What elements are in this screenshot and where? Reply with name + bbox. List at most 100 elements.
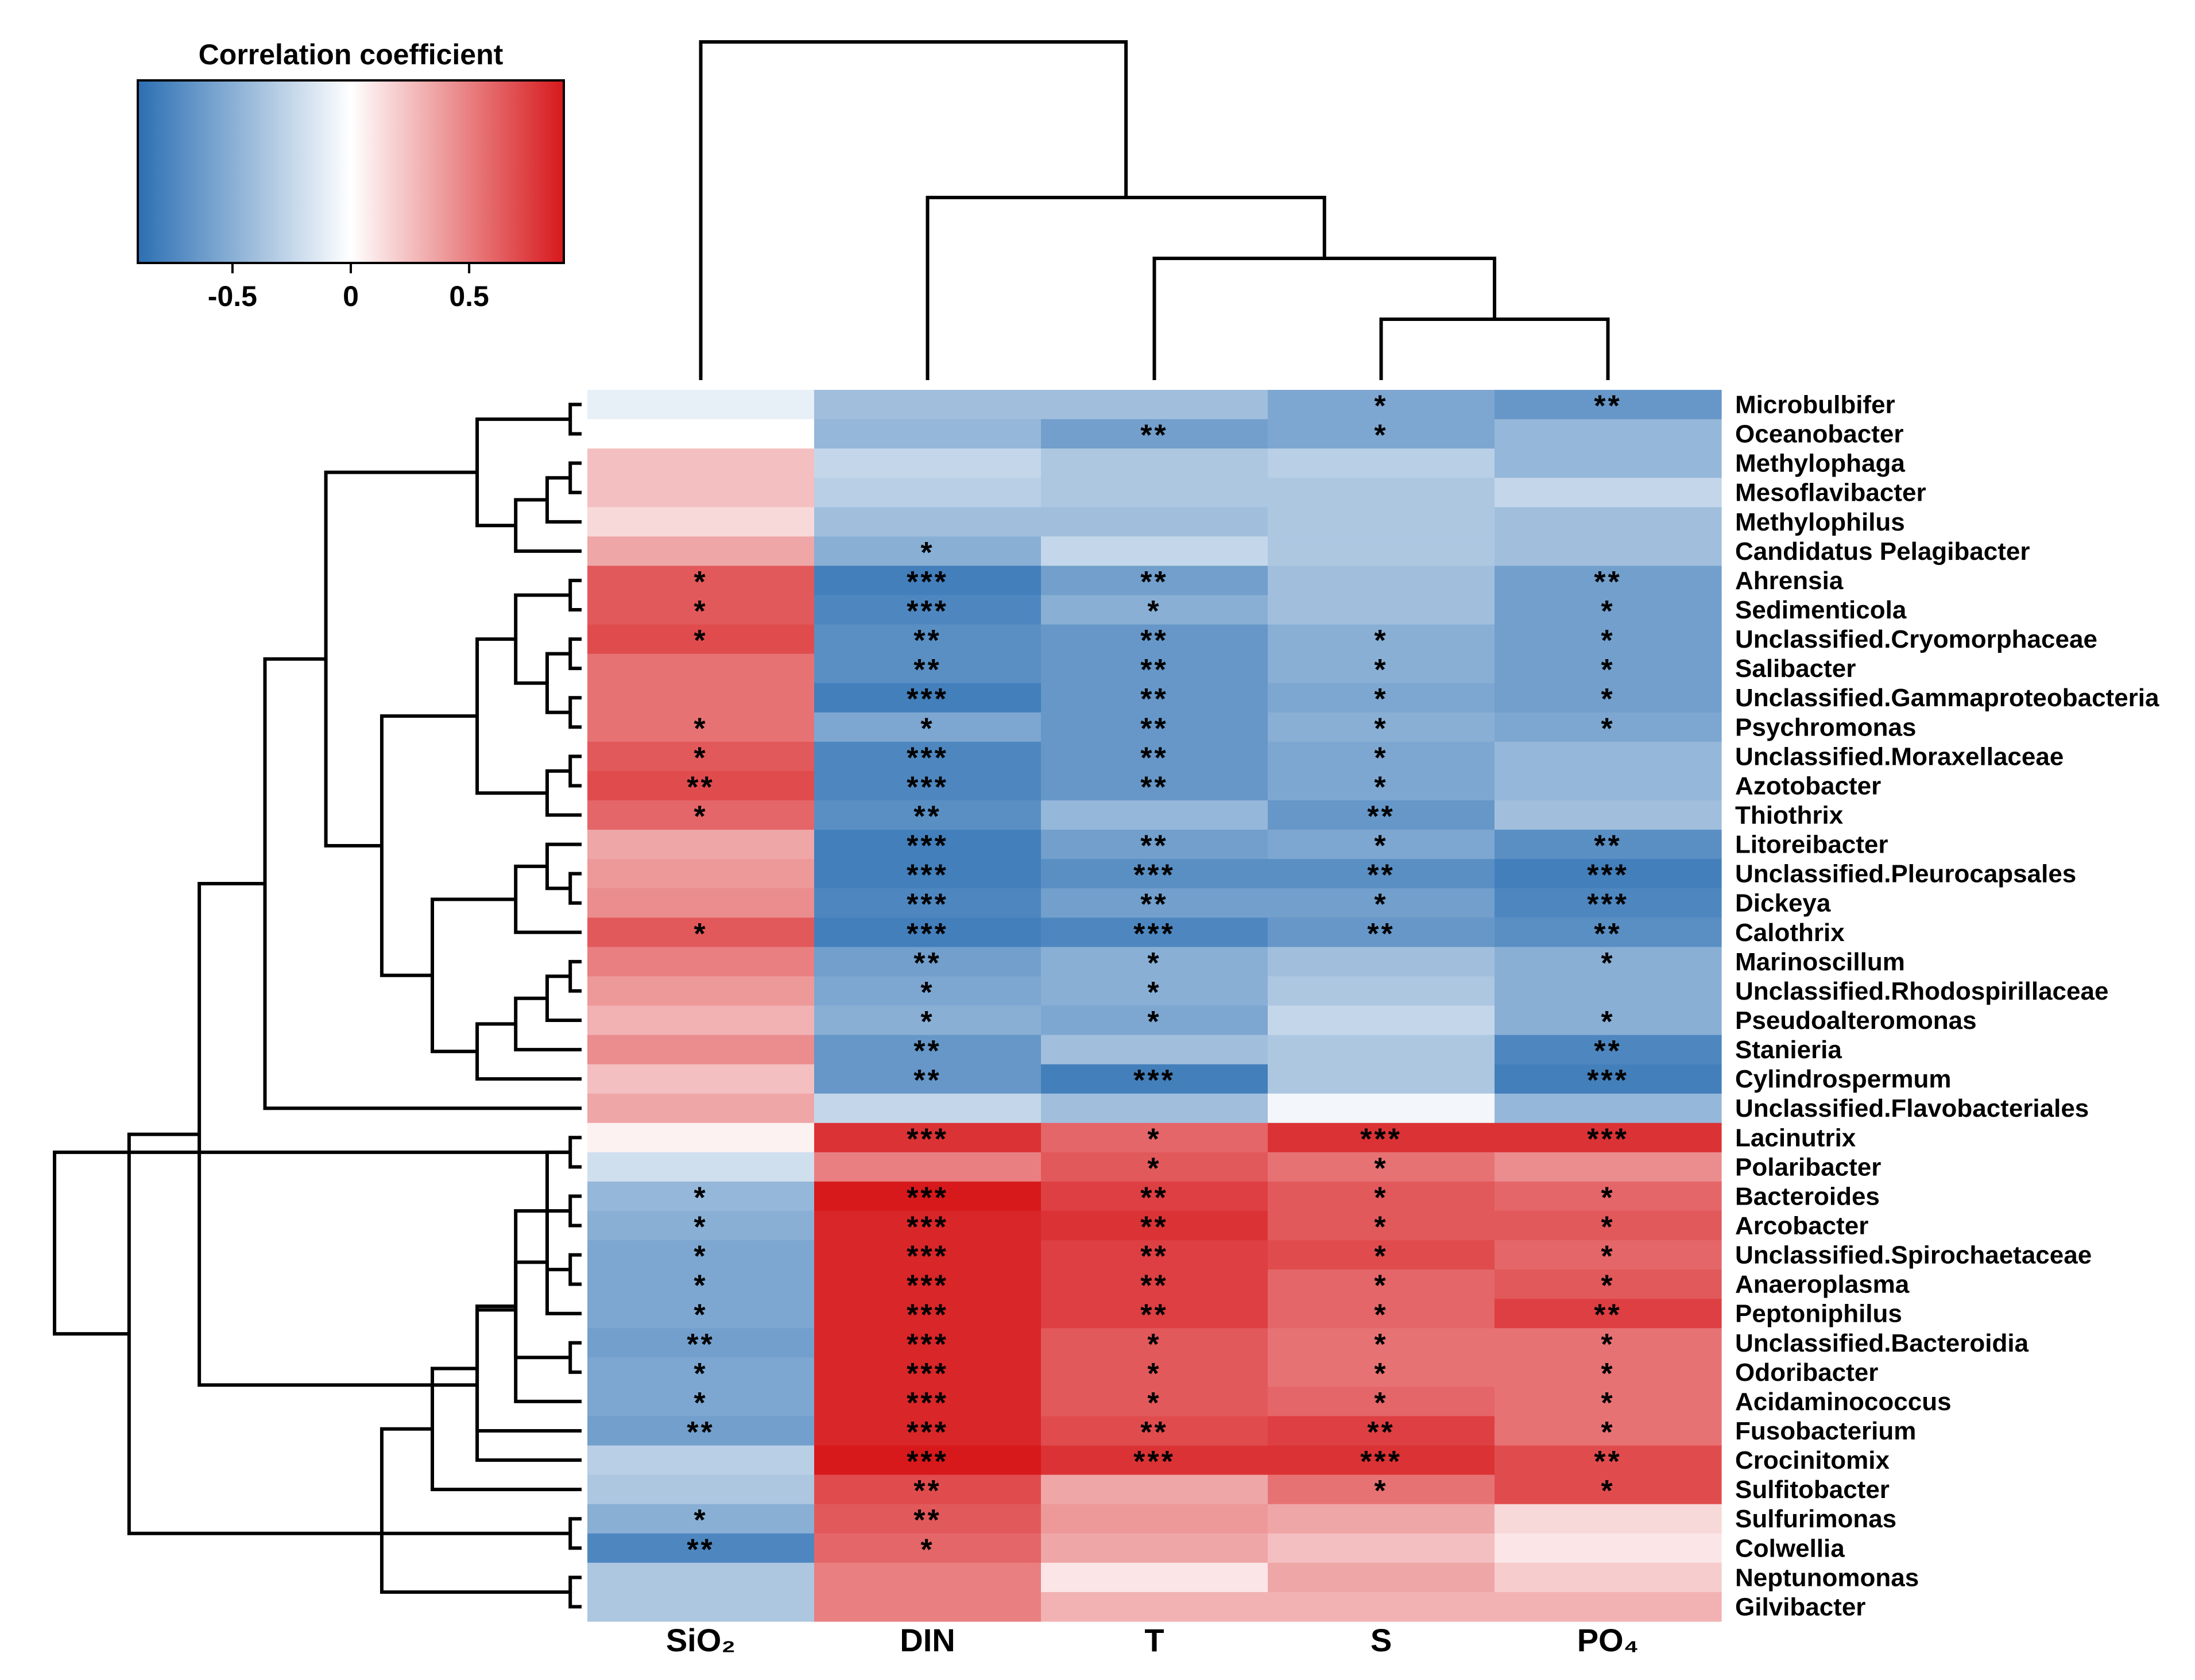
row-dendrogram-link [568,461,582,494]
cell-anaeroplasma-din [814,1269,1042,1299]
row-dendrogram-link [568,402,582,436]
legend-tick-label: -0.5 [208,280,257,312]
significance-sulfurimonas-sio: * [694,1504,707,1537]
significance-lacinutrix-s: *** [1360,1122,1402,1156]
row-label-unclassified-bacteroidia: Unclassified.Bacteroidia [1735,1329,2029,1357]
cell-dickeya-s [1268,888,1495,918]
row-label-bacteroides: Bacteroides [1735,1182,1880,1210]
cell-psychromonas-po [1495,712,1722,742]
cell-unclassified-spirochaetaceae-t [1041,1240,1268,1270]
significance-peptoniphilus-po: ** [1594,1299,1621,1332]
significance-psychromonas-din: * [920,712,934,745]
cell-thiothrix-po [1495,800,1722,830]
significance-peptoniphilus-din: *** [907,1299,949,1332]
row-label-litoreibacter: Litoreibacter [1735,831,1888,859]
cell-unclassified-rhodospirillaceae-t [1041,976,1268,1007]
cell-stanieria-s [1268,1035,1495,1065]
cell-unclassified-cryomorphaceae-sio [587,624,815,655]
significance-unclassified-gammaproteobacteria-s: * [1374,683,1388,716]
row-dendrogram-link [568,959,582,993]
significance-thiothrix-din: ** [913,800,941,834]
legend-tick-label: 0 [343,280,359,312]
significance-cylindrospermum-din: ** [913,1064,941,1097]
cell-lacinutrix-din [814,1122,1042,1153]
row-dendrogram-link [198,882,478,1387]
cell-methylophilus-po [1495,507,1722,537]
cell-dickeya-po [1495,888,1722,918]
significance-unclassified-gammaproteobacteria-t: ** [1140,683,1168,716]
row-labels: MicrobulbiferOceanobacterMethylophagaMes… [1735,391,2159,1621]
cell-peptoniphilus-po [1495,1299,1722,1329]
row-label-ahrensia: Ahrensia [1735,567,1844,595]
cell-methylophilus-sio [587,507,815,537]
significance-unclassified-moraxellaceae-s: * [1374,741,1388,775]
cell-fusobacterium-sio [587,1416,815,1446]
significance-dickeya-po: *** [1587,888,1629,922]
row-label-arcobacter: Arcobacter [1735,1211,1868,1240]
significance-bacteroides-t: ** [1140,1181,1168,1214]
cell-psychromonas-din [814,712,1042,742]
significance-psychromonas-t: ** [1140,712,1168,745]
significance-microbulbifer-po: ** [1594,390,1621,423]
significance-litoreibacter-din: *** [907,830,949,863]
cell-candidatus-pelagibacter-din [814,536,1042,567]
significance-dickeya-s: * [1374,888,1388,922]
significance-unclassified-pleurocapsales-s: ** [1367,859,1395,892]
row-dendrogram-link [380,1427,571,1594]
cell-acidaminococcus-t [1041,1387,1268,1417]
cell-marinoscillum-po [1495,947,1722,977]
row-label-anaeroplasma: Anaeroplasma [1735,1271,1910,1299]
cell-sulfurimonas-din [814,1504,1042,1534]
row-label-microbulbifer: Microbulbifer [1735,391,1895,419]
column-dendrogram-link [926,195,1326,380]
significance-unclassified-bacteroidia-din: *** [907,1328,949,1361]
column-label-din: DIN [900,1622,955,1658]
cell-psychromonas-t [1041,712,1268,742]
significance-oceanobacter-s: * [1374,419,1388,452]
significance-arcobacter-sio: * [694,1210,707,1244]
significance-crocinitomix-s: *** [1360,1445,1402,1478]
cell-azotobacter-po [1495,771,1722,801]
significance-stanieria-din: ** [913,1035,941,1068]
cell-stanieria-t [1041,1035,1268,1065]
significance-anaeroplasma-t: ** [1140,1269,1168,1303]
cell-peptoniphilus-din [814,1299,1042,1329]
significance-calothrix-sio: * [694,918,707,951]
column-label-sio: SiO₂ [666,1622,735,1658]
cell-anaeroplasma-t [1041,1269,1268,1299]
cell-cylindrospermum-sio [587,1064,815,1094]
cell-unclassified-moraxellaceae-s [1268,741,1495,772]
cell-salibacter-din [814,653,1042,684]
row-dendrogram [53,402,582,1609]
cell-dickeya-din [814,888,1042,918]
row-dendrogram-link [475,1022,582,1081]
row-label-marinoscillum: Marinoscillum [1735,948,1905,976]
significance-colwellia-sio: ** [687,1533,714,1566]
cell-pseudoalteromonas-po [1495,1005,1722,1036]
cell-bacteroides-din [814,1181,1042,1211]
significance-anaeroplasma-po: * [1601,1269,1615,1303]
cell-polaribacter-din [814,1152,1042,1182]
cell-bacteroides-po [1495,1181,1722,1211]
cell-dickeya-t [1041,888,1268,918]
cell-bacteroides-t [1041,1181,1268,1211]
cell-sedimenticola-s [1268,595,1495,625]
cell-unclassified-rhodospirillaceae-po [1495,976,1722,1007]
cell-colwellia-din [814,1533,1042,1563]
significance-pseudoalteromonas-din: * [920,1005,934,1039]
cell-arcobacter-po [1495,1210,1722,1241]
cell-pseudoalteromonas-s [1268,1005,1495,1036]
significance-arcobacter-din: *** [907,1210,949,1244]
row-label-sulfitobacter: Sulfitobacter [1735,1476,1890,1504]
significance-arcobacter-po: * [1601,1210,1615,1244]
row-label-peptoniphilus: Peptoniphilus [1735,1300,1902,1328]
significance-acidaminococcus-po: * [1601,1387,1615,1420]
cell-crocinitomix-s [1268,1445,1495,1476]
significance-crocinitomix-po: ** [1594,1445,1621,1478]
significance-oceanobacter-t: ** [1140,419,1168,452]
row-label-unclassified-flavobacteriales: Unclassified.Flavobacteriales [1735,1094,2089,1122]
row-label-fusobacterium: Fusobacterium [1735,1417,1916,1445]
significance-sedimenticola-po: * [1601,595,1615,628]
row-label-mesoflavibacter: Mesoflavibacter [1735,479,1926,507]
cell-stanieria-sio [587,1035,815,1065]
